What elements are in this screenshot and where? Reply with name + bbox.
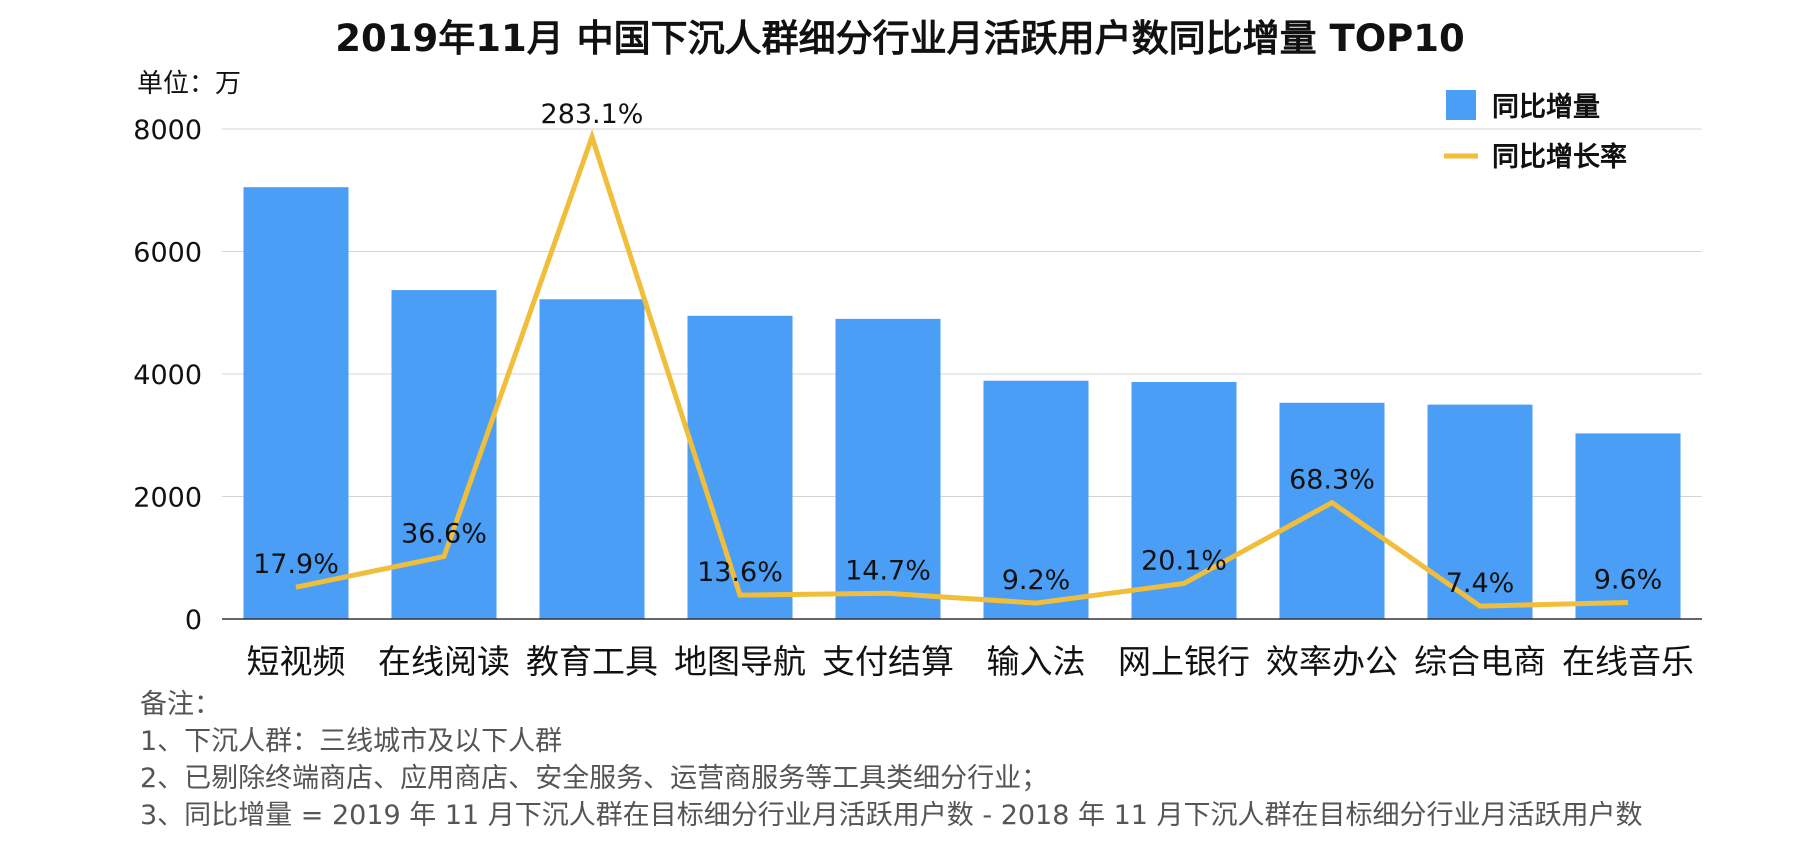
x-tick-label: 效率办公 [1266,642,1398,681]
bar [1131,381,1237,619]
x-tick-label: 综合电商 [1414,642,1546,681]
bar [539,299,645,619]
x-tick-label: 输入法 [987,642,1086,681]
bar [687,315,793,619]
unit-label: 单位：万 [137,69,242,99]
legend-label-line: 同比增长率 [1492,141,1627,173]
x-tick-label: 网上银行 [1118,642,1250,681]
rate-label: 283.1% [541,99,644,130]
x-tick-label: 短视频 [247,642,346,681]
bar-series [243,187,1681,619]
legend-swatch-bar [1446,90,1476,120]
rate-label: 14.7% [845,555,931,586]
y-tick-label: 4000 [133,360,202,391]
bar [835,318,941,619]
x-tick-label: 在线阅读 [378,642,510,681]
x-tick-label: 地图导航 [674,642,806,681]
note-item-2: 2、已剔除终端商店、应用商店、安全服务、运营商服务等工具类细分行业； [140,763,1049,794]
y-tick-label: 2000 [133,483,202,514]
chart-title: 2019年11月 中国下沉人群细分行业月活跃用户数同比增量 TOP10 [335,17,1465,60]
rate-labels: 17.9% 36.6% 283.1% 13.6% 14.7% 9.2% 20.1% 68.3%… [253,99,1662,599]
note-item-3: 3、同比增量 = 2019 年 11 月下沉人群在目标细分行业月活跃用户数 - … [140,800,1643,831]
rate-line-series [295,129,1629,609]
rate-label: 13.6% [697,557,783,588]
rate-label: 9.6% [1594,564,1663,595]
x-tick-label: 支付结算 [822,642,954,681]
legend-label-bar: 同比增量 [1492,91,1600,123]
note-item-1: 1、下沉人群：三线城市及以下人群 [140,726,563,757]
rate-label: 68.3% [1289,465,1375,496]
rate-label: 20.1% [1141,545,1227,576]
rate-label: 17.9% [253,549,339,580]
rate-label: 7.4% [1446,568,1515,599]
notes-heading: 备注： [140,689,221,720]
y-tick-label: 8000 [133,115,202,146]
y-axis-ticks: 0 2000 4000 6000 8000 [133,115,202,636]
y-tick-label: 6000 [133,238,202,269]
bar [983,380,1089,619]
rate-line [295,129,1629,609]
x-tick-label: 在线音乐 [1562,642,1694,681]
bar [243,187,349,619]
x-axis-ticks: 短视频 在线阅读 教育工具 地图导航 支付结算 输入法 网上银行 效率办公 综合电商 在线音乐 [247,642,1695,681]
bar [1279,402,1385,619]
bar [1575,433,1681,619]
y-tick-label: 0 [185,605,202,636]
notes: 备注： 1、下沉人群：三线城市及以下人群 2、已剔除终端商店、应用商店、安全服务… [140,686,1643,834]
x-tick-label: 教育工具 [526,642,658,681]
legend: 同比增量 同比增长率 [1444,90,1627,173]
rate-label: 36.6% [401,519,487,550]
rate-label: 9.2% [1002,565,1071,596]
